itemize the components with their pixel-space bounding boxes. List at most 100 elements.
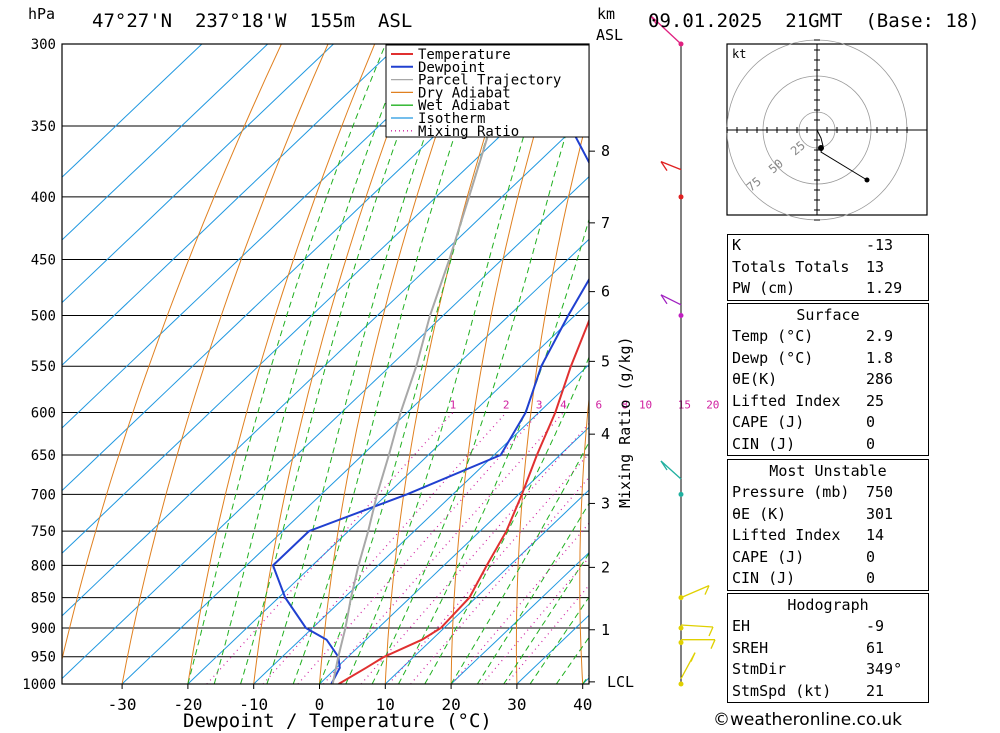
surface-panel: Surface Temp (°C) 2.9 Dewp (°C) 1.8 θE(K) 2… xyxy=(727,303,929,456)
height-tick-label: 1 xyxy=(601,621,610,639)
isotherm-line xyxy=(384,489,589,684)
mixing-ratio-label: 6 xyxy=(596,398,603,411)
x-tick-label: -20 xyxy=(173,695,202,714)
wet-adiabat-line xyxy=(398,217,589,684)
isotherm-line xyxy=(121,238,589,684)
wet-adiabat-line xyxy=(213,44,409,684)
x-axis-label: Dewpoint / Temperature (°C) xyxy=(183,710,492,732)
most-unstable-panel: Most Unstable Pressure (mb) 750 θE (K) 301… xyxy=(727,459,929,591)
hodo-label: StmSpd (kt) xyxy=(732,681,832,700)
wind-barb-flag xyxy=(660,161,668,172)
legend-label: Isotherm xyxy=(418,111,485,127)
mixing-ratio-label: 1 xyxy=(450,398,457,411)
height-tick-label: 8 xyxy=(601,142,610,160)
wet-adiabat-line xyxy=(292,44,487,684)
isotherm-line xyxy=(62,50,589,554)
surface-label: CIN (J) xyxy=(732,434,796,453)
surface-row: CIN (J) 0 xyxy=(728,434,928,456)
mu-label: CAPE (J) xyxy=(732,547,805,566)
wet-adiabat-line xyxy=(240,44,433,684)
height-tick-label: 6 xyxy=(601,283,610,301)
isotherm-line xyxy=(187,301,589,684)
index-label: K xyxy=(732,236,742,254)
wind-barb-flag xyxy=(710,639,716,649)
temperature-line xyxy=(338,318,589,684)
dry-adiabat-line xyxy=(974,44,1000,684)
wind-barb-flag xyxy=(650,15,658,26)
wind-barb-flag xyxy=(708,626,714,637)
surface-row: θE(K) 286 xyxy=(728,369,928,391)
mixing-ratio-line xyxy=(451,522,589,684)
mu-value: 750 xyxy=(866,483,894,501)
mu-label: Lifted Index xyxy=(732,526,841,544)
pressure-tick-label: 650 xyxy=(31,448,56,464)
isotherm-line xyxy=(62,44,269,241)
mu-row: CAPE (J) 0 xyxy=(728,547,928,569)
wet-adiabat-line xyxy=(345,44,553,684)
copyright-label: ©weatheronline.co.uk xyxy=(713,710,903,730)
mixing-ratio-label: 15 xyxy=(678,398,691,411)
isotherm-line xyxy=(62,44,334,304)
surface-label: Lifted Index xyxy=(732,391,841,410)
mixing-ratio-label: 3 xyxy=(536,398,543,411)
mixing-ratio-line xyxy=(297,412,540,684)
height-tick-label: 7 xyxy=(601,214,610,232)
dry-adiabat-line xyxy=(319,44,469,684)
hodo-label: EH xyxy=(732,617,751,635)
mixing-ratio-label: 4 xyxy=(560,398,567,411)
wet-adiabat-line xyxy=(450,441,589,684)
index-value: -13 xyxy=(866,236,894,254)
surface-row: Lifted Index 25 xyxy=(728,391,928,413)
mixing-ratio-line xyxy=(206,412,454,684)
wind-barb xyxy=(660,460,682,480)
dry-adiabat-line xyxy=(121,44,329,684)
pressure-tick-label: 500 xyxy=(31,309,56,325)
parcel-trajectory-line xyxy=(331,44,519,684)
mu-row: Lifted Index 14 xyxy=(728,525,928,547)
location-label: 47°27'N 237°18'W 155m ASL xyxy=(92,10,413,32)
mu-row: Pressure (mb) 750 xyxy=(728,482,928,504)
hodograph-panel-title: Hodograph xyxy=(787,596,869,614)
index-label: PW (cm) xyxy=(732,279,796,297)
wet-adiabat-line xyxy=(187,44,387,684)
surface-value: 0 xyxy=(866,434,876,453)
mu-value: 0 xyxy=(866,569,876,587)
index-tt-row: Totals Totals 13 xyxy=(728,257,928,279)
hodo-value: 61 xyxy=(866,638,885,657)
surface-value: 286 xyxy=(866,370,894,388)
mu-label: CIN (J) xyxy=(732,569,796,587)
wind-barb-flag xyxy=(660,460,668,471)
x-tick-label: 20 xyxy=(441,695,460,714)
index-value: 1.29 xyxy=(866,279,903,297)
dewpoint-line xyxy=(271,64,589,684)
hodo-label: StmDir xyxy=(732,660,787,678)
wet-adiabat-line xyxy=(424,355,589,684)
mu-row: CIN (J) 0 xyxy=(728,568,928,590)
legend-label: Dry Adiabat xyxy=(418,85,511,101)
x-tick-label: -30 xyxy=(108,695,137,714)
hodograph-end-point xyxy=(864,177,870,183)
height-tick-label: 4 xyxy=(601,425,610,443)
pressure-tick-label: 550 xyxy=(31,359,56,375)
x-tick-label: 10 xyxy=(376,695,395,714)
pressure-tick-label: 300 xyxy=(31,37,56,53)
height-tick-label: 5 xyxy=(601,352,610,370)
indices-panel: K -13 Totals Totals 13 PW (cm) 1.29 xyxy=(727,234,929,301)
hodograph-panel: Hodograph EH -9 SREH 61 StmDir 349° StmSpd … xyxy=(727,593,929,703)
isotherm-line xyxy=(253,363,589,684)
mu-row: θE (K) 301 xyxy=(728,504,928,526)
wind-level-dot xyxy=(678,681,684,687)
pressure-tick-label: 700 xyxy=(31,487,56,503)
dry-adiabat-line xyxy=(641,44,701,684)
surface-label: Temp (°C) xyxy=(732,327,814,345)
legend-label: Wet Adiabat xyxy=(418,98,511,114)
hodo-value: 21 xyxy=(866,681,885,700)
mixing-ratio-line xyxy=(481,556,589,684)
height-tick-label: LCL xyxy=(607,673,634,691)
plot-frame xyxy=(61,43,590,685)
km-label: km xyxy=(597,5,616,23)
hodo-value: 349° xyxy=(866,660,903,678)
mixing-ratio-label: 2 xyxy=(503,398,510,411)
